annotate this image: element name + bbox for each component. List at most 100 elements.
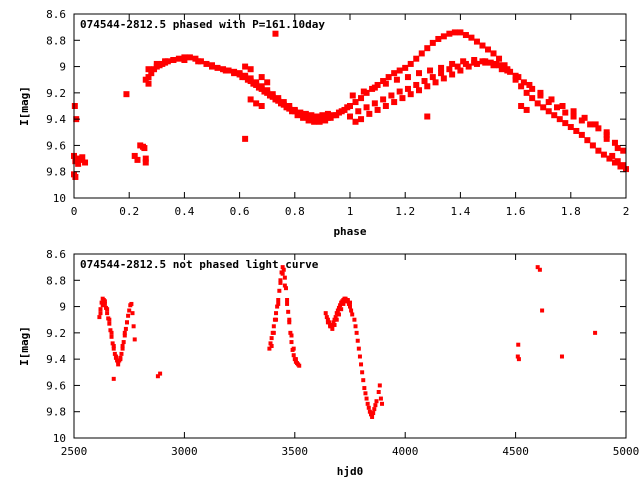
data-point <box>534 100 541 107</box>
data-point <box>446 30 453 37</box>
data-point <box>277 288 282 293</box>
data-point <box>129 301 134 306</box>
data-points <box>97 265 598 419</box>
data-point <box>82 159 89 166</box>
data-point <box>79 154 86 161</box>
data-point <box>141 145 148 152</box>
data-point <box>366 405 371 410</box>
y-tick-label: 9.8 <box>46 406 66 419</box>
data-point <box>289 340 294 345</box>
data-point <box>473 60 480 67</box>
data-point <box>587 121 594 128</box>
data-point <box>537 267 542 272</box>
x-tick-label: 1.6 <box>506 205 526 218</box>
x-tick-label: 0 <box>71 205 78 218</box>
data-point <box>595 125 602 132</box>
data-point <box>361 378 366 383</box>
data-point <box>271 324 276 329</box>
data-point <box>413 81 420 88</box>
data-point <box>427 67 434 74</box>
data-point <box>578 131 585 138</box>
data-point <box>242 72 249 79</box>
y-tick-label: 8.6 <box>46 8 66 21</box>
data-point <box>286 309 291 314</box>
data-point <box>516 342 521 347</box>
data-point <box>99 300 104 305</box>
data-point <box>424 45 431 52</box>
data-point <box>280 265 285 270</box>
data-point <box>105 311 110 316</box>
data-point <box>567 124 574 131</box>
data-point <box>471 57 478 63</box>
data-point <box>516 357 521 362</box>
x-tick-label: 0.2 <box>119 205 139 218</box>
data-point <box>429 74 436 81</box>
data-point <box>479 42 486 49</box>
data-point <box>614 158 621 165</box>
data-point <box>121 340 126 345</box>
data-point <box>504 67 511 74</box>
data-point <box>372 407 377 412</box>
data-point <box>334 317 339 322</box>
data-point <box>535 265 540 270</box>
data-point <box>382 103 389 109</box>
data-point <box>302 110 309 117</box>
x-tick-label: 3500 <box>282 445 309 458</box>
data-point <box>391 70 398 77</box>
data-point <box>348 304 352 309</box>
y-axis-label: I[mag] <box>18 86 31 126</box>
data-point <box>130 311 135 316</box>
data-point <box>75 160 82 167</box>
data-point <box>316 118 323 125</box>
data-point <box>354 330 359 335</box>
data-point <box>324 315 329 320</box>
data-point <box>332 317 337 322</box>
data-point <box>562 120 569 127</box>
data-point <box>353 324 358 329</box>
data-point <box>424 113 431 120</box>
data-point <box>293 357 298 362</box>
data-point <box>214 64 221 71</box>
data-point <box>319 112 326 119</box>
data-point <box>620 162 627 169</box>
data-point <box>457 29 464 36</box>
data-point <box>595 147 602 154</box>
data-point <box>573 127 580 134</box>
data-point <box>105 307 110 312</box>
data-point <box>374 399 379 404</box>
data-point <box>311 118 318 125</box>
x-tick-label: 4000 <box>392 445 419 458</box>
data-point <box>297 363 302 368</box>
data-point <box>132 337 137 342</box>
data-point <box>359 362 364 367</box>
data-point <box>258 74 265 81</box>
data-point <box>162 58 169 65</box>
data-point <box>242 135 249 142</box>
data-point <box>322 117 329 124</box>
data-point <box>382 80 389 87</box>
data-point <box>438 64 445 71</box>
x-tick-label: 1.8 <box>561 205 581 218</box>
data-point <box>371 100 378 107</box>
data-point <box>370 414 375 419</box>
data-point <box>122 333 127 338</box>
x-tick-label: 5000 <box>613 445 640 458</box>
data-point <box>291 353 296 358</box>
data-point <box>391 99 398 106</box>
data-point <box>429 39 436 46</box>
data-point <box>278 280 283 285</box>
data-point <box>473 38 480 45</box>
data-point <box>349 308 354 313</box>
data-point <box>331 320 336 325</box>
data-point <box>562 109 569 116</box>
data-point <box>380 401 385 406</box>
data-point <box>338 303 343 308</box>
data-points <box>71 29 629 180</box>
unphased-light-curve-panel: 2500 3000 3500 4000 4500 5000 8.6 8.8 9 9.2 9.4 9.6… <box>18 248 639 478</box>
data-point <box>356 346 361 351</box>
data-point <box>291 106 298 113</box>
data-point <box>570 113 577 120</box>
data-point <box>107 321 112 326</box>
data-point <box>454 63 461 70</box>
data-point <box>362 386 367 391</box>
